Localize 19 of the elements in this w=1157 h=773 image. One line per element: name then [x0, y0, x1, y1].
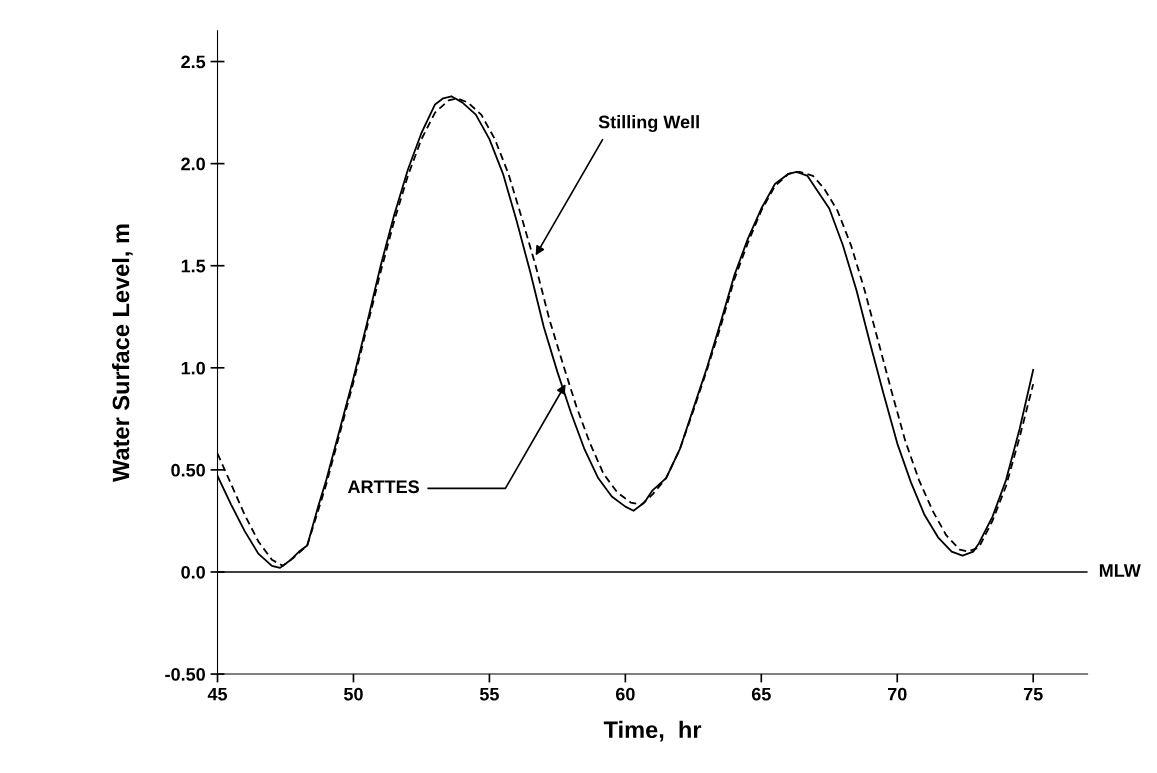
x-tick-label: 75	[1023, 687, 1043, 701]
x-axis-title: Time, hr	[603, 720, 702, 742]
annotation: ARTTES	[347, 480, 419, 494]
y-tick-label: -0.50	[165, 667, 205, 681]
x-tick-label: 55	[479, 687, 499, 701]
annotation: Stilling Well	[598, 115, 699, 133]
x-tick-label: 65	[751, 687, 771, 701]
y-tick-label: 0.0	[181, 565, 205, 579]
x-tick-label: 60	[615, 687, 635, 701]
y-tick-label: 1.0	[181, 361, 205, 375]
y-axis-title: Water Surface Level, m	[112, 224, 133, 482]
y-tick-label: 2.5	[181, 55, 206, 69]
y-tick-label: 2.0	[181, 157, 205, 171]
y-tick-label: 0.50	[171, 463, 205, 477]
x-tick-label: 70	[887, 687, 907, 701]
x-tick-label: 45	[207, 687, 228, 701]
ref-line-label: MLW	[1099, 564, 1141, 577]
x-tick-label: 50	[343, 687, 363, 701]
y-tick-label: 1.5	[181, 259, 206, 273]
